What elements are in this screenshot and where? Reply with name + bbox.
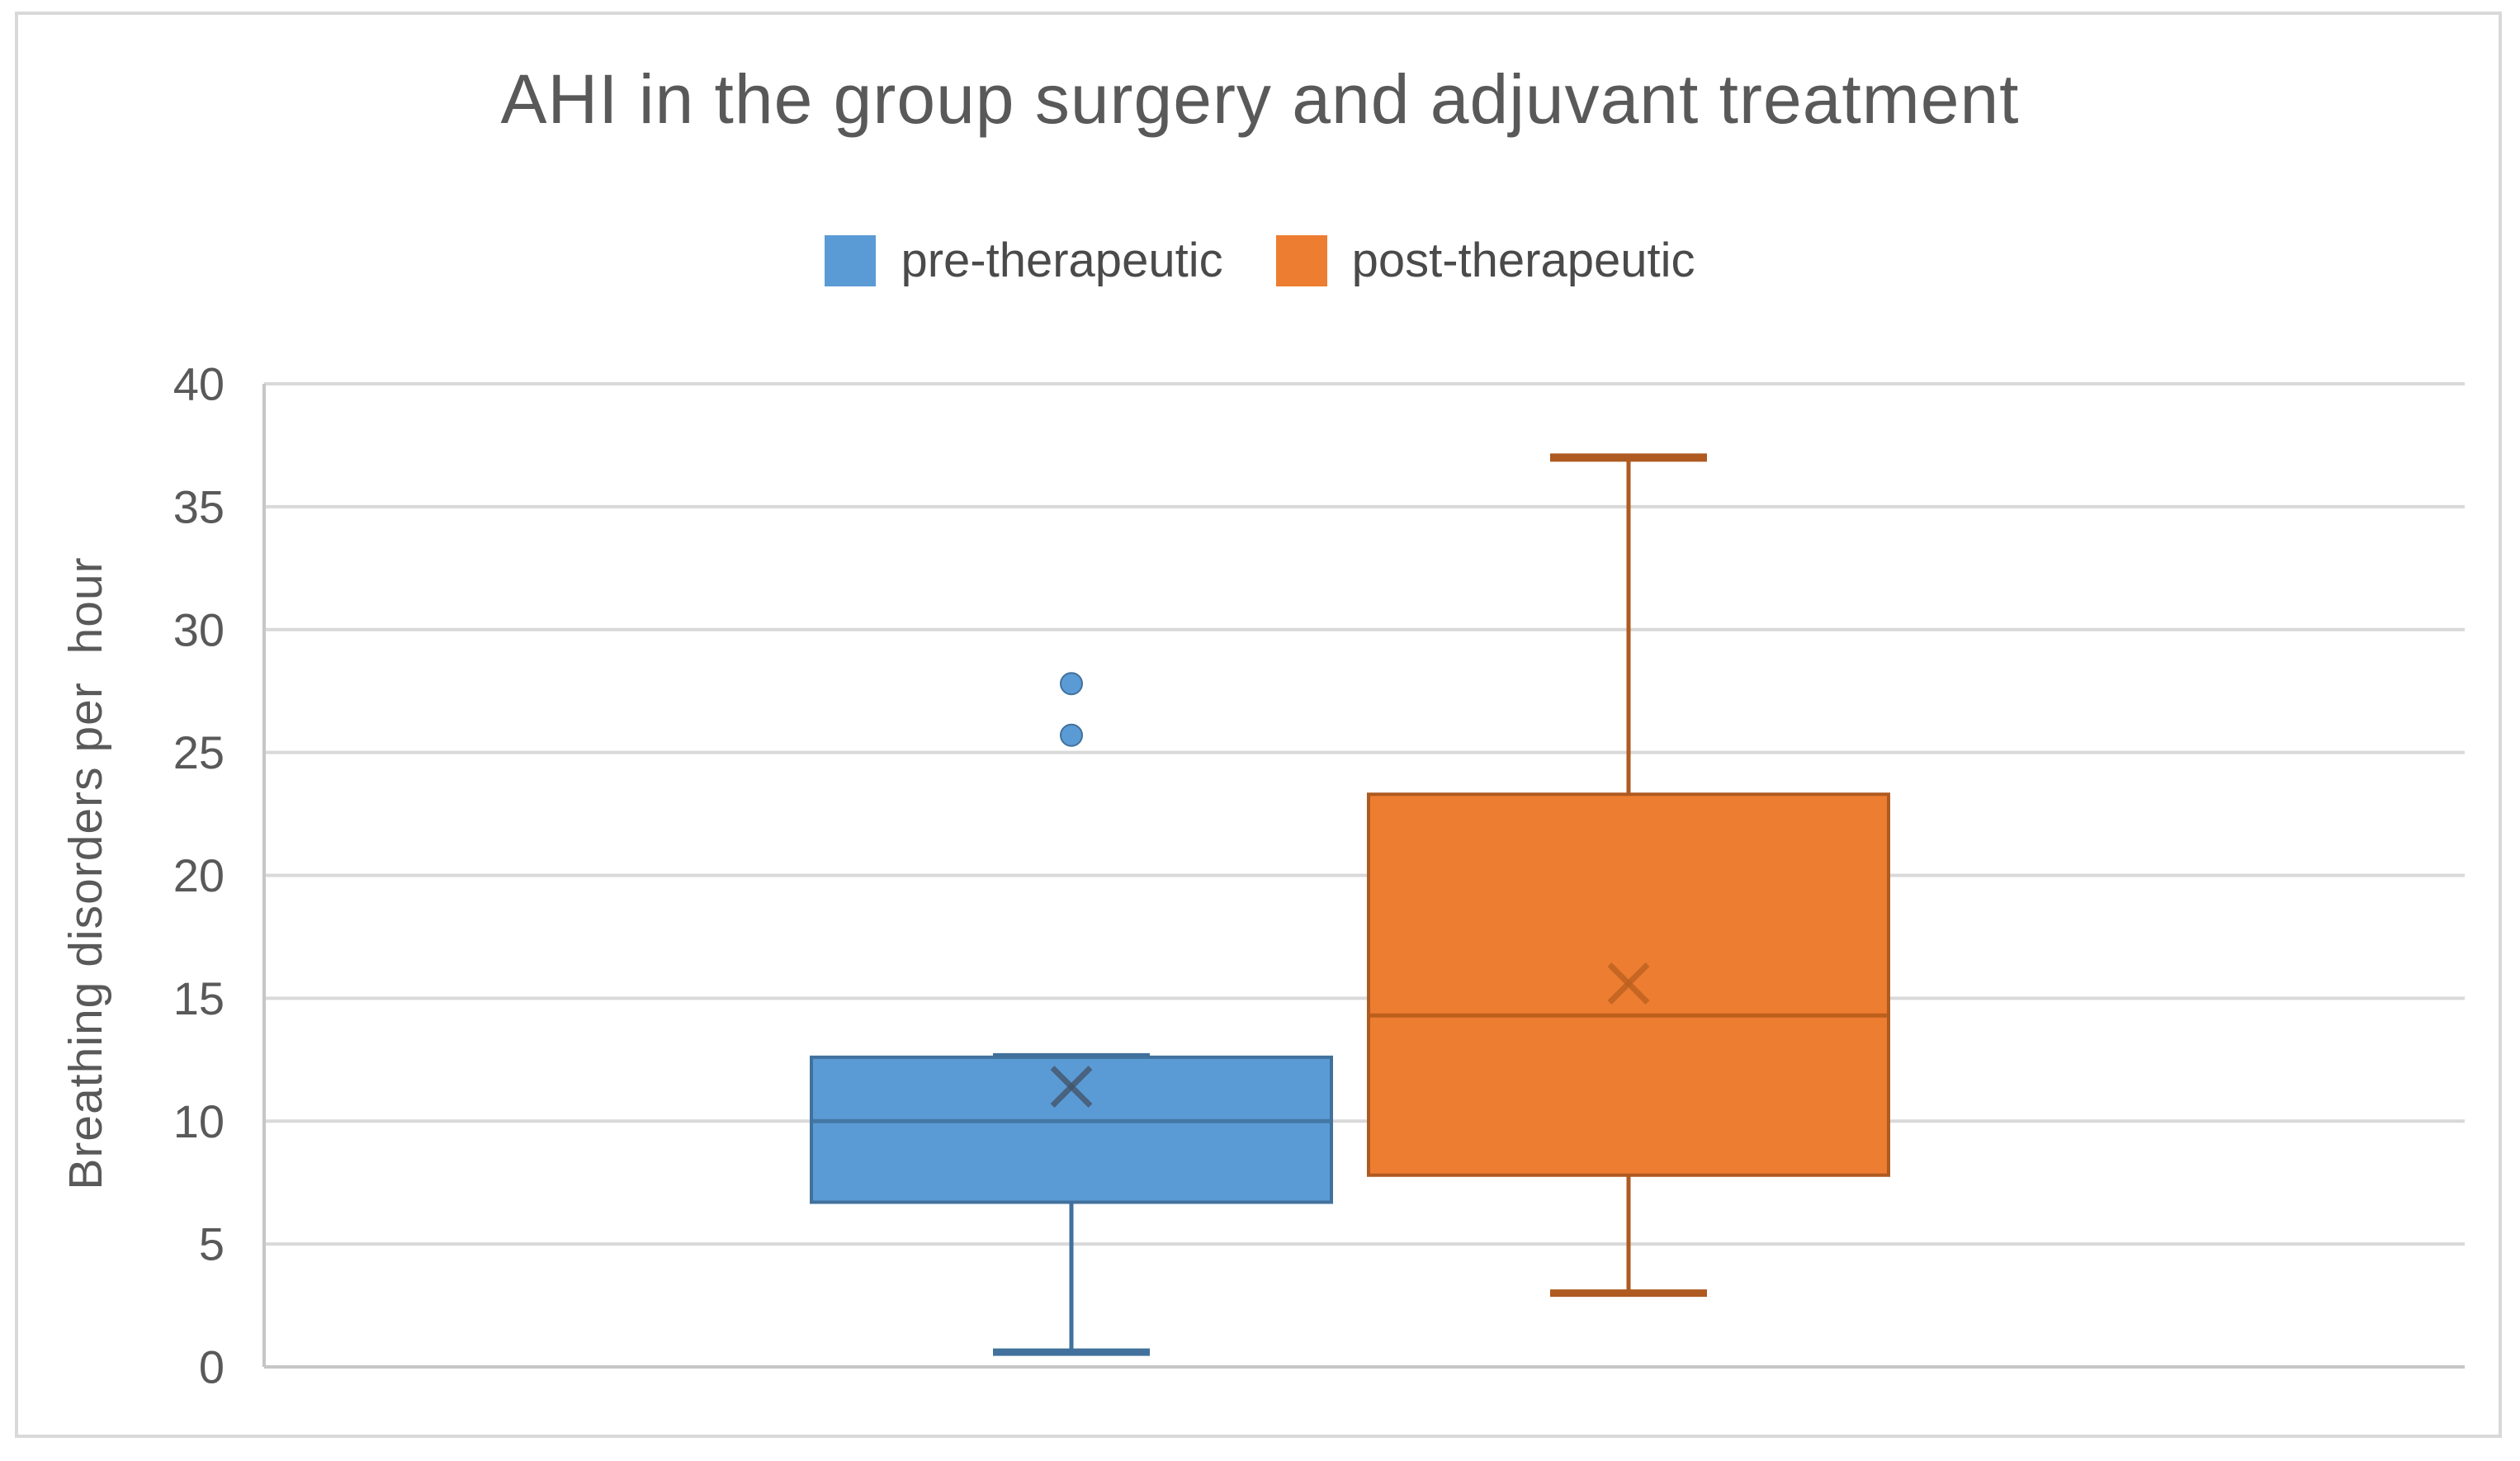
legend-swatch-post-therapeutic xyxy=(1275,234,1327,286)
outlier-dot-pre-therapeutic-27.8 xyxy=(1060,672,1083,696)
y-tick-label-35: 35 xyxy=(173,480,225,532)
chart-title: AHI in the group surgery and adjuvant tr… xyxy=(500,60,2020,138)
legend-swatch-pre-therapeutic xyxy=(825,234,877,286)
legend-item-pre-therapeutic: pre-therapeutic xyxy=(825,233,1223,288)
chart-outer-border xyxy=(15,12,2502,1438)
y-tick-label-0: 0 xyxy=(199,1341,225,1393)
y-tick-label-25: 25 xyxy=(173,726,225,778)
legend-label-pre-therapeutic: pre-therapeutic xyxy=(901,234,1223,287)
legend-item-post-therapeutic: post-therapeutic xyxy=(1275,233,1695,288)
y-tick-label-15: 15 xyxy=(173,972,225,1024)
box-pre-therapeutic xyxy=(810,1055,1333,1204)
y-tick-label-40: 40 xyxy=(173,358,225,410)
y-tick-label-20: 20 xyxy=(173,849,225,901)
mean-marker-pre-therapeutic xyxy=(1050,1066,1093,1109)
legend: pre-therapeutic post-therapeutic xyxy=(0,233,2520,288)
y-tick-label-30: 30 xyxy=(173,603,225,655)
y-tick-label-10: 10 xyxy=(173,1095,225,1147)
mean-marker-post-therapeutic xyxy=(1607,962,1650,1005)
outlier-dot-pre-therapeutic-25.7 xyxy=(1060,723,1083,747)
legend-label-post-therapeutic: post-therapeutic xyxy=(1351,234,1695,287)
y-tick-label-5: 5 xyxy=(199,1218,225,1270)
